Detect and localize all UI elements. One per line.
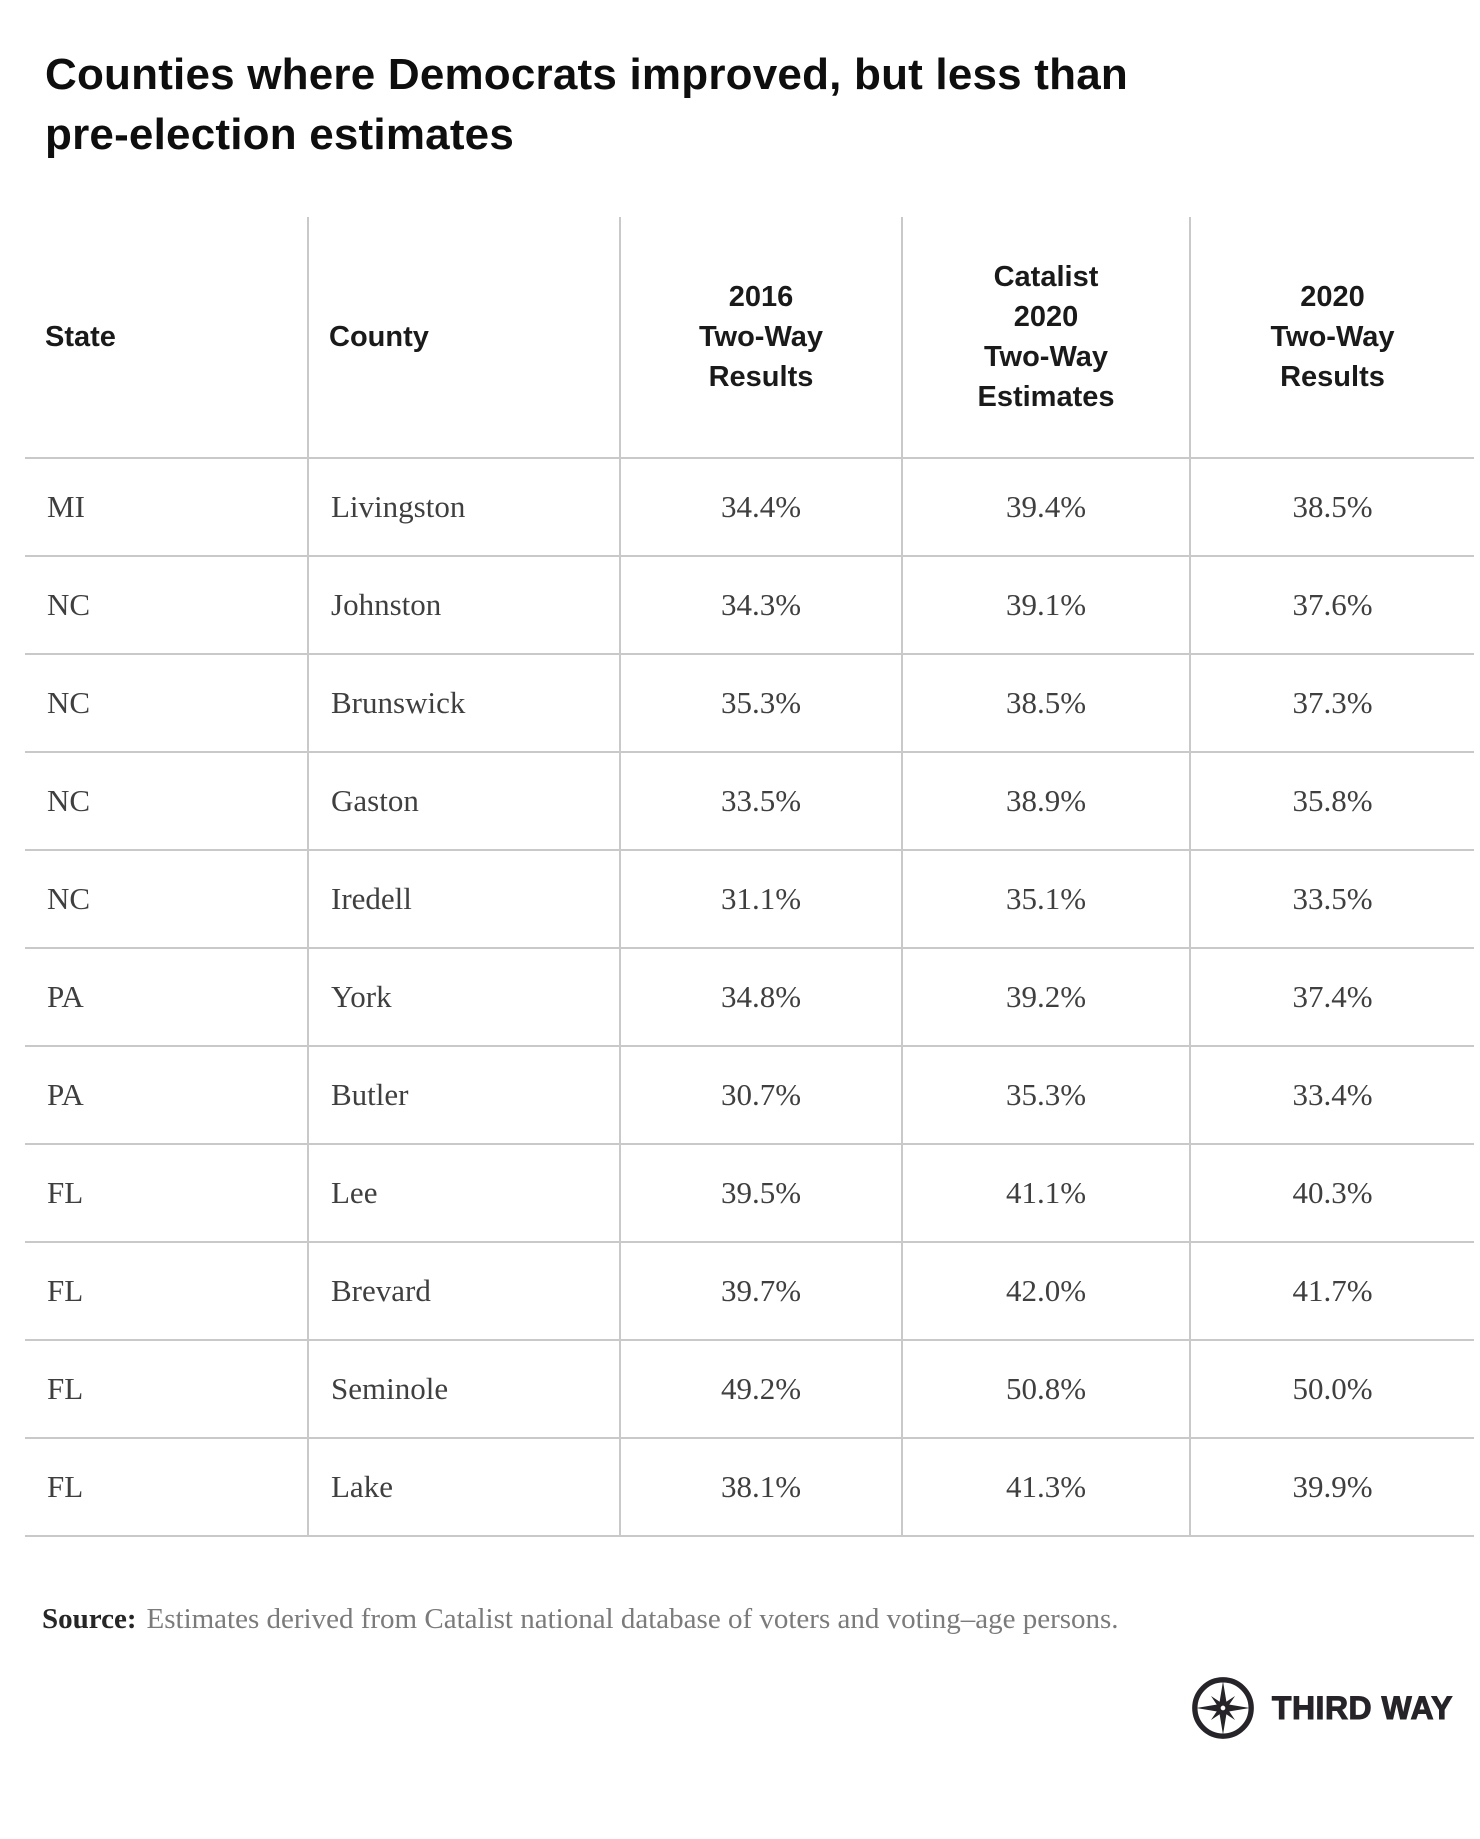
table-row: FL Brevard 39.7% 42.0% 41.7%	[25, 1242, 1474, 1341]
page-title: Counties where Democrats improved, but l…	[45, 45, 1435, 165]
county-cell: York	[307, 948, 620, 1047]
table-row: NC Gaston 33.5% 38.9% 35.8%	[25, 752, 1474, 851]
source-note: Source: Estimates derived from Catalist n…	[42, 1603, 1435, 1636]
state-cell: PA	[25, 1046, 308, 1145]
state-cell: NC	[25, 752, 308, 851]
state-cell: NC	[25, 556, 308, 655]
value-cell-2020: 37.6%	[1189, 556, 1474, 655]
value-cell-2016: 30.7%	[619, 1046, 902, 1145]
value-cell-catalist: 42.0%	[901, 1242, 1190, 1341]
value-cell-2016: 39.5%	[619, 1144, 902, 1243]
value-cell-2020: 33.4%	[1189, 1046, 1474, 1145]
value-cell-catalist: 41.1%	[901, 1144, 1190, 1243]
value-cell-2016: 39.7%	[619, 1242, 902, 1341]
county-cell: Butler	[307, 1046, 620, 1145]
column-header-catalist-2020-estimates: Catalist 2020 Two-Way Estimates	[901, 217, 1190, 459]
value-cell-2020: 38.5%	[1189, 458, 1474, 557]
table-header-row: State County 2016 Two-Way Results Catali…	[25, 217, 1474, 459]
table-row: NC Johnston 34.3% 39.1% 37.6%	[25, 556, 1474, 655]
value-cell-2020: 41.7%	[1189, 1242, 1474, 1341]
county-cell: Brevard	[307, 1242, 620, 1341]
column-header-state: State	[25, 217, 308, 459]
value-cell-2020: 40.3%	[1189, 1144, 1474, 1243]
state-cell: FL	[25, 1242, 308, 1341]
state-cell: PA	[25, 948, 308, 1047]
county-cell: Gaston	[307, 752, 620, 851]
value-cell-2016: 49.2%	[619, 1340, 902, 1439]
value-cell-catalist: 35.3%	[901, 1046, 1190, 1145]
county-cell: Livingston	[307, 458, 620, 557]
state-cell: FL	[25, 1144, 308, 1243]
value-cell-2016: 34.3%	[619, 556, 902, 655]
state-cell: NC	[25, 850, 308, 949]
county-cell: Seminole	[307, 1340, 620, 1439]
value-cell-catalist: 39.4%	[901, 458, 1190, 557]
state-cell: NC	[25, 654, 308, 753]
table-row: PA York 34.8% 39.2% 37.4%	[25, 948, 1474, 1047]
compass-star-icon	[1192, 1677, 1254, 1739]
county-cell: Lake	[307, 1438, 620, 1537]
value-cell-2016: 31.1%	[619, 850, 902, 949]
county-cell: Johnston	[307, 556, 620, 655]
column-header-2016-results: 2016 Two-Way Results	[619, 217, 902, 459]
value-cell-2016: 34.4%	[619, 458, 902, 557]
third-way-logo: THIRD WAY	[1189, 1674, 1453, 1742]
page-title-line-1: Counties where Democrats improved, but l…	[45, 50, 1128, 99]
value-cell-catalist: 50.8%	[901, 1340, 1190, 1439]
value-cell-catalist: 35.1%	[901, 850, 1190, 949]
value-cell-catalist: 38.9%	[901, 752, 1190, 851]
table-row: MI Livingston 34.4% 39.4% 38.5%	[25, 458, 1474, 557]
state-cell: MI	[25, 458, 308, 557]
value-cell-2020: 50.0%	[1189, 1340, 1474, 1439]
county-cell: Brunswick	[307, 654, 620, 753]
table-row: PA Butler 30.7% 35.3% 33.4%	[25, 1046, 1474, 1145]
county-cell: Iredell	[307, 850, 620, 949]
value-cell-2016: 38.1%	[619, 1438, 902, 1537]
table-row: NC Iredell 31.1% 35.1% 33.5%	[25, 850, 1474, 949]
page-title-line-2: pre-election estimates	[45, 110, 515, 159]
value-cell-2020: 37.4%	[1189, 948, 1474, 1047]
value-cell-2016: 33.5%	[619, 752, 902, 851]
state-cell: FL	[25, 1438, 308, 1537]
table-row: FL Seminole 49.2% 50.8% 50.0%	[25, 1340, 1474, 1439]
value-cell-2020: 35.8%	[1189, 752, 1474, 851]
value-cell-2016: 35.3%	[619, 654, 902, 753]
logo-wordmark: THIRD WAY	[1271, 1689, 1453, 1726]
table-row: FL Lake 38.1% 41.3% 39.9%	[25, 1438, 1474, 1537]
value-cell-catalist: 39.1%	[901, 556, 1190, 655]
value-cell-2016: 34.8%	[619, 948, 902, 1047]
value-cell-2020: 37.3%	[1189, 654, 1474, 753]
logo-row: THIRD WAY	[0, 1674, 1480, 1742]
value-cell-2020: 39.9%	[1189, 1438, 1474, 1537]
source-label: Source:	[42, 1603, 137, 1635]
value-cell-catalist: 41.3%	[901, 1438, 1190, 1537]
value-cell-catalist: 38.5%	[901, 654, 1190, 753]
table-row: FL Lee 39.5% 41.1% 40.3%	[25, 1144, 1474, 1243]
data-table: State County 2016 Two-Way Results Catali…	[25, 217, 1474, 1537]
source-text: Estimates derived from Catalist national…	[146, 1603, 1119, 1635]
value-cell-catalist: 39.2%	[901, 948, 1190, 1047]
county-cell: Lee	[307, 1144, 620, 1243]
column-header-county: County	[307, 217, 620, 459]
column-header-2020-results: 2020 Two-Way Results	[1189, 217, 1474, 459]
table-row: NC Brunswick 35.3% 38.5% 37.3%	[25, 654, 1474, 753]
value-cell-2020: 33.5%	[1189, 850, 1474, 949]
state-cell: FL	[25, 1340, 308, 1439]
